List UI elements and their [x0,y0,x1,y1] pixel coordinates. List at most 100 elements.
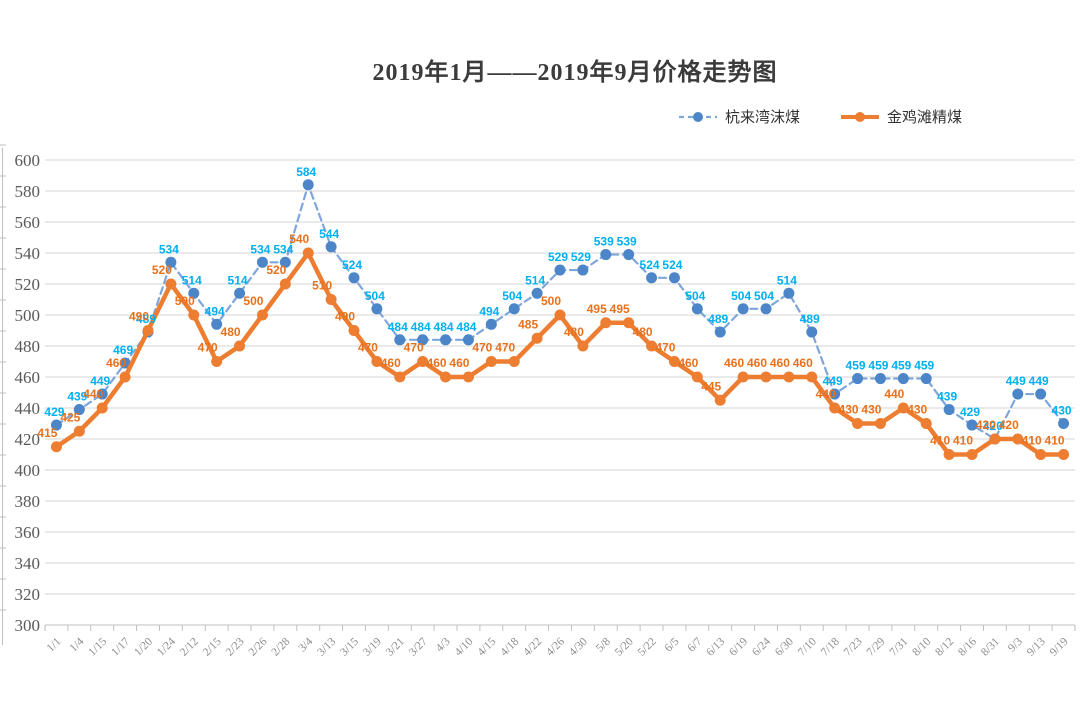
svg-text:7/31: 7/31 [888,635,911,658]
svg-text:360: 360 [15,523,41,542]
svg-text:544: 544 [319,227,339,241]
svg-text:459: 459 [891,359,911,373]
svg-text:460: 460 [770,356,790,370]
svg-text:6/7: 6/7 [686,635,705,654]
svg-text:484: 484 [388,320,408,334]
svg-text:460: 460 [793,356,813,370]
svg-text:485: 485 [518,317,538,331]
svg-text:2/28: 2/28 [270,635,293,658]
svg-text:469: 469 [113,343,133,357]
svg-text:3/15: 3/15 [338,635,361,658]
svg-text:440: 440 [15,399,41,418]
svg-text:440: 440 [816,387,836,401]
svg-text:539: 539 [617,235,637,249]
svg-text:470: 470 [404,341,424,355]
legend-label-hanglaiwan: 杭来湾沫煤 [724,109,800,126]
svg-text:514: 514 [182,273,202,287]
svg-text:5/22: 5/22 [636,635,659,658]
svg-text:4/18: 4/18 [498,635,521,658]
svg-text:9/13: 9/13 [1025,635,1048,658]
svg-text:440: 440 [83,387,103,401]
svg-text:539: 539 [594,235,614,249]
svg-text:340: 340 [15,554,41,573]
svg-text:460: 460 [106,356,126,370]
svg-text:495: 495 [610,302,630,316]
svg-text:429: 429 [44,405,64,419]
svg-text:430: 430 [907,403,927,417]
svg-text:2/12: 2/12 [178,635,201,658]
svg-text:489: 489 [708,312,728,326]
svg-text:5/8: 5/8 [594,635,613,654]
svg-text:520: 520 [266,263,286,277]
svg-text:489: 489 [800,312,820,326]
svg-text:584: 584 [296,165,316,179]
svg-text:4/26: 4/26 [544,635,567,658]
svg-text:470: 470 [495,341,515,355]
svg-text:460: 460 [449,356,469,370]
svg-text:7/18: 7/18 [819,635,842,658]
svg-text:534: 534 [273,242,293,256]
svg-text:430: 430 [1052,404,1072,418]
svg-text:3/21: 3/21 [384,635,407,658]
svg-text:500: 500 [243,294,263,308]
svg-text:5/20: 5/20 [613,635,636,658]
svg-text:430: 430 [839,403,859,417]
svg-text:420: 420 [983,419,1003,433]
svg-text:560: 560 [15,213,41,232]
svg-text:8/10: 8/10 [910,635,933,658]
svg-text:439: 439 [67,390,87,404]
svg-text:4/3: 4/3 [434,635,453,654]
svg-text:480: 480 [633,325,653,339]
svg-text:470: 470 [655,341,675,355]
svg-text:6/24: 6/24 [750,635,773,658]
svg-text:504: 504 [365,289,385,303]
svg-text:484: 484 [411,320,431,334]
svg-text:1/17: 1/17 [109,635,132,658]
svg-text:494: 494 [205,304,225,318]
svg-text:540: 540 [289,232,309,246]
svg-text:510: 510 [312,279,332,293]
svg-text:3/27: 3/27 [407,635,430,658]
svg-text:460: 460 [724,356,744,370]
svg-text:4/10: 4/10 [453,635,476,658]
gridlines [45,159,1075,595]
svg-text:460: 460 [427,356,447,370]
svg-text:420: 420 [15,430,41,449]
svg-text:580: 580 [15,182,41,201]
svg-text:2/26: 2/26 [247,635,270,658]
svg-text:514: 514 [228,273,248,287]
svg-text:484: 484 [434,320,454,334]
legend-item-jinjitan: 金鸡滩精煤 [840,106,962,127]
svg-text:500: 500 [15,306,41,325]
svg-text:1/1: 1/1 [45,635,64,654]
svg-text:380: 380 [15,492,41,511]
svg-text:500: 500 [175,294,195,308]
svg-text:514: 514 [525,273,545,287]
svg-text:459: 459 [914,359,934,373]
svg-text:490: 490 [335,310,355,324]
svg-text:6/5: 6/5 [663,635,682,654]
dashed-line-dot-icon [678,110,718,124]
svg-text:4/15: 4/15 [476,635,499,658]
svg-text:1/20: 1/20 [132,635,155,658]
svg-text:3/13: 3/13 [315,635,338,658]
svg-text:429: 429 [960,405,980,419]
svg-text:524: 524 [342,258,362,272]
svg-text:470: 470 [358,341,378,355]
svg-text:320: 320 [15,585,41,604]
svg-text:1/4: 1/4 [68,635,87,654]
svg-text:460: 460 [747,356,767,370]
svg-text:449: 449 [90,374,110,388]
svg-text:489: 489 [136,312,156,326]
svg-text:490: 490 [129,310,149,324]
svg-text:520: 520 [152,263,172,277]
svg-text:500: 500 [541,294,561,308]
svg-text:415: 415 [37,426,57,440]
svg-text:529: 529 [571,250,591,264]
svg-text:6/19: 6/19 [727,635,750,658]
svg-text:7/23: 7/23 [842,635,865,658]
svg-text:4/22: 4/22 [521,635,544,658]
